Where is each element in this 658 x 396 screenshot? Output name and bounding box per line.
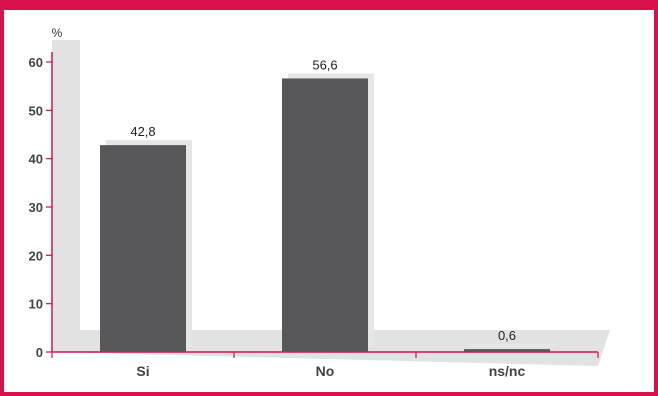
y-tick-label: 30	[29, 200, 43, 215]
bar-value-label: 42,8	[130, 124, 155, 139]
y-tick-label: 50	[29, 103, 43, 118]
bar	[282, 78, 368, 352]
y-tick-label: 10	[29, 297, 43, 312]
bar-value-label: 0,6	[498, 328, 516, 343]
bars	[100, 73, 556, 352]
labels: 0 10 20 30 40 50 60 42,8 Si 56,6 No 0,6 ns/nc	[29, 55, 526, 379]
bar-value-label: 56,6	[312, 57, 337, 72]
y-tick-label: 0	[36, 345, 43, 360]
bar	[464, 349, 550, 352]
bar-shadow	[470, 344, 556, 347]
x-category-label: Si	[136, 363, 149, 379]
x-category-label: ns/nc	[489, 363, 526, 379]
y-tick-label: 40	[29, 152, 43, 167]
y-unit-label: %	[52, 26, 63, 40]
bar	[100, 145, 186, 352]
y-tick-label: 20	[29, 248, 43, 263]
y-tick-label: 60	[29, 55, 43, 70]
back-wall	[52, 40, 80, 352]
x-category-label: No	[316, 363, 335, 379]
